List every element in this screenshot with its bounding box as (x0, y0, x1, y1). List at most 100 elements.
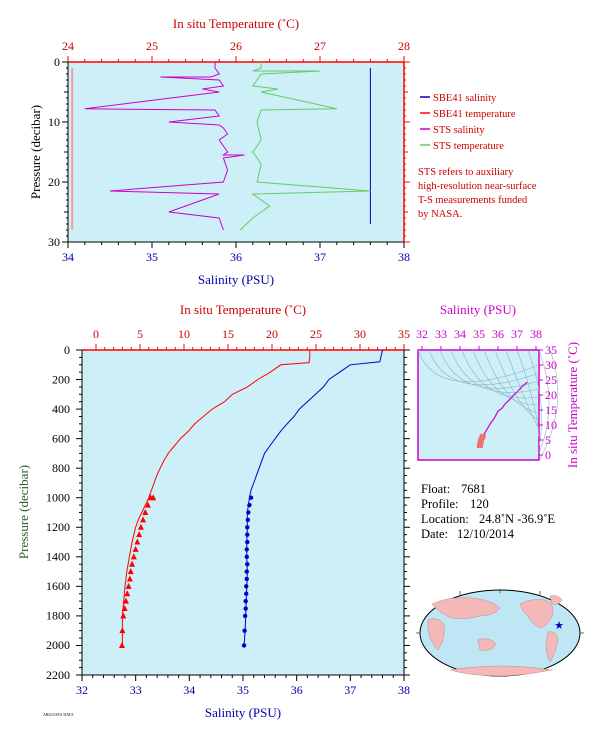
sts-salinity-line (84, 62, 245, 231)
ts-density-contour (483, 349, 540, 414)
main-pressure-tick-1: 200 (52, 373, 70, 387)
main-temp-tick-6: 30 (354, 327, 366, 341)
legend-label-sts-salinity: STS salinity (433, 125, 485, 136)
legend-label-sbe41-temperature: SBE41 temperature (433, 109, 516, 120)
top-legend: SBE41 salinity SBE41 temperature STS sal… (420, 93, 516, 152)
top-sal-axis-title: Salinity (PSU) (198, 272, 274, 287)
main-sal-tick-2: 34 (183, 683, 195, 697)
date-value: 12/10/2014 (457, 527, 515, 541)
main-sal-tick-3: 35 (237, 683, 249, 697)
temperature-triangle-marker (140, 516, 147, 523)
map-grid (416, 589, 584, 634)
ts-deep-water-marker (477, 438, 484, 443)
main-sal-tick-0: 32 (76, 683, 88, 697)
top-plot-area (67, 61, 405, 243)
main-sal-tick-4: 36 (291, 683, 303, 697)
temperature-triangle-marker (118, 641, 125, 648)
ts-temp-tick-5: 10 (545, 418, 557, 432)
top-series-group (71, 62, 371, 231)
main-pressure-tick-8: 1600 (46, 579, 70, 593)
top-temp-tick-1: 25 (146, 39, 158, 53)
ts-density-contour (472, 349, 540, 406)
main-temp-tick-7: 35 (398, 327, 410, 341)
top-temp-tick-0: 24 (62, 39, 74, 53)
top-temp-tick-2: 26 (230, 39, 242, 53)
salinity-dot-marker (245, 532, 250, 537)
temperature-triangle-marker (126, 575, 133, 582)
temperature-triangle-marker (127, 568, 134, 575)
ts-chart: Salinity (PSU) 32 33 34 35 36 37 38 35 3… (416, 302, 580, 468)
temperature-triangle-marker (142, 509, 149, 515)
map-greenland (549, 595, 563, 605)
main-pressure-tick-5: 1000 (46, 491, 70, 505)
main-plot-area (81, 349, 405, 676)
salinity-dot-marker (244, 569, 249, 574)
top-pressure-axis-title: Pressure (decibar) (28, 105, 43, 199)
main-series-group (118, 349, 383, 648)
ts-sal-tick-2: 34 (454, 327, 466, 341)
main-temp-tick-4: 20 (266, 327, 278, 341)
ts-temp-axis-title: In situ Temperature (˚C) (565, 342, 580, 468)
main-tick-marks (76, 344, 410, 681)
sts-note-line-1: STS refers to auxiliary (418, 167, 514, 178)
ts-deep-water-marker (479, 434, 486, 439)
main-temp-tick-1: 5 (137, 327, 143, 341)
ts-density-contour (538, 349, 559, 462)
main-pressure-tick-7: 1400 (46, 550, 70, 564)
salinity-dot-marker (246, 510, 251, 515)
main-pressure-tick-9: 1800 (46, 609, 70, 623)
map-north-america (519, 599, 554, 629)
salinity-dot-marker (243, 606, 248, 611)
main-sal-tick-5: 37 (344, 683, 356, 697)
main-pressure-tick-3: 600 (52, 432, 70, 446)
temperature-triangle-marker (125, 582, 132, 589)
salinity-dot-marker (243, 598, 248, 604)
ts-density-contour (516, 349, 540, 438)
main-sal-axis-title: Salinity (PSU) (205, 705, 281, 720)
float-info: Float: 7681 Profile: 120 Location: 24.8˚… (421, 482, 555, 541)
ts-sal-tick-3: 35 (473, 327, 485, 341)
top-chart: In situ Temperature (˚C) 24 25 26 27 28 … (28, 16, 537, 287)
salinity-dot-marker (242, 628, 247, 633)
main-temp-tick-3: 15 (222, 327, 234, 341)
salinity-dot-marker (244, 591, 249, 596)
legend-label-sbe41-salinity: SBE41 salinity (433, 93, 497, 104)
main-pressure-tick-0: 0 (64, 343, 70, 357)
salinity-dot-marker (245, 525, 250, 530)
main-chart: In situ Temperature (˚C) 0 5 10 15 20 25… (16, 302, 410, 720)
map-europe-asia (431, 597, 501, 619)
profile-label: Profile: (421, 497, 459, 511)
map-africa (427, 618, 445, 651)
top-sal-tick-0: 34 (62, 250, 74, 264)
ts-density-contour (538, 349, 550, 454)
salinity-dot-marker (244, 584, 249, 589)
salinity-dot-marker (244, 554, 249, 560)
sts-note: STS refers to auxiliary high-resolution … (418, 167, 537, 220)
main-sal-tick-6: 38 (398, 683, 410, 697)
top-temp-axis-title: In situ Temperature (˚C) (173, 16, 299, 31)
top-sal-tick-4: 38 (398, 250, 410, 264)
temperature-triangle-marker (129, 560, 136, 567)
ts-sal-tick-5: 37 (511, 327, 523, 341)
main-pressure-tick-11: 2200 (46, 668, 70, 682)
ts-deep-water-marker (476, 444, 483, 448)
legend-label-sts-temperature: STS temperature (433, 141, 504, 152)
salinity-dot-marker (245, 517, 251, 523)
salinity-dot-marker (244, 576, 249, 582)
ts-density-contours (417, 349, 559, 462)
ts-density-contour (505, 349, 540, 430)
temperature-triangle-marker (120, 612, 127, 619)
float-value: 7681 (461, 482, 486, 496)
location-label: Location: (421, 512, 469, 526)
ts-density-contour (527, 349, 543, 446)
top-sal-tick-2: 36 (230, 250, 242, 264)
salinity-dot-marker (245, 562, 250, 567)
map-south-america (545, 631, 559, 663)
ts-sal-tick-6: 38 (530, 327, 542, 341)
ts-deep-water-marker (478, 436, 485, 441)
ts-temp-tick-7: 0 (545, 448, 551, 462)
temperature-triangle-marker (134, 538, 141, 545)
ts-density-contour (494, 349, 540, 422)
ts-tick-marks (421, 346, 543, 456)
